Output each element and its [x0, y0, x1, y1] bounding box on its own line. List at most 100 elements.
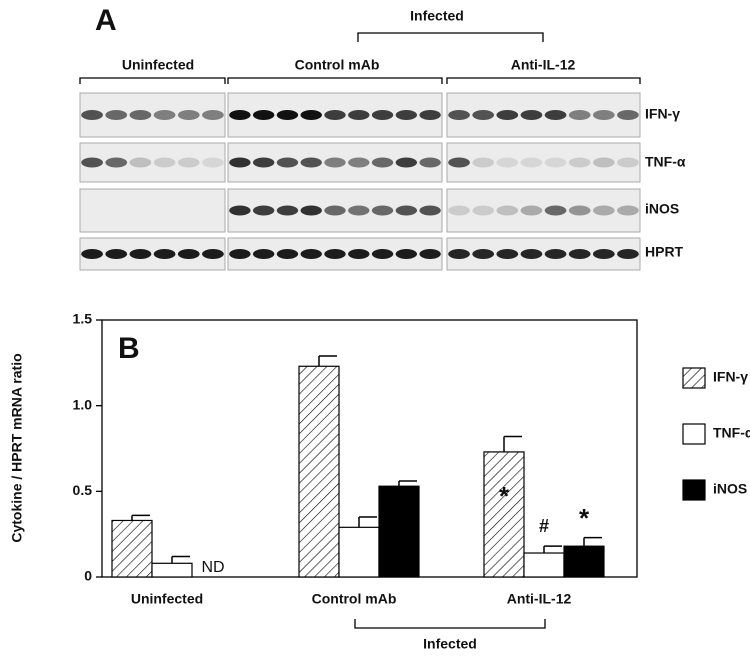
- gel-band: [129, 249, 152, 259]
- gel-band: [229, 249, 251, 259]
- gel-band: [153, 110, 176, 120]
- gel-band: [81, 110, 103, 120]
- gel-panel: [79, 142, 226, 183]
- gel-band: [81, 249, 103, 259]
- gel-band: [105, 249, 128, 259]
- gel-band: [177, 157, 200, 168]
- annotation: *: [579, 503, 590, 533]
- error-bar: [543, 545, 562, 554]
- gel-band: [419, 157, 441, 168]
- gel-band: [371, 157, 394, 168]
- gel-band: [592, 110, 615, 120]
- gel-band: [592, 157, 615, 168]
- gel-band: [324, 249, 346, 259]
- gel-band: [153, 249, 176, 259]
- gel-band: [617, 157, 639, 168]
- gel-band: [544, 205, 567, 216]
- gel-band: [395, 249, 418, 259]
- gel-band: [371, 110, 394, 120]
- gel-band: [348, 157, 370, 168]
- gel-band: [300, 110, 322, 120]
- gel-band: [348, 205, 370, 216]
- error-bar: [318, 355, 337, 367]
- legend-label: IFN-γ: [713, 369, 748, 385]
- gel-band: [371, 249, 394, 259]
- gel-band: [448, 249, 470, 259]
- legend-swatch: [682, 367, 706, 389]
- annotation: #: [539, 516, 549, 536]
- gel-band: [229, 110, 251, 120]
- gel-band: [568, 157, 591, 168]
- gel-band: [129, 157, 152, 168]
- gel-band: [568, 249, 591, 259]
- x-tick-label: Control mAb: [312, 591, 397, 607]
- gel-band: [153, 157, 176, 168]
- gel-band: [348, 110, 370, 120]
- gel-band: [202, 157, 224, 168]
- gel-panel: [79, 237, 226, 271]
- error-bar: [398, 480, 417, 487]
- gel-band: [472, 205, 495, 216]
- gel-band: [129, 110, 152, 120]
- gel-band: [81, 157, 103, 168]
- gel-band: [276, 110, 299, 120]
- gel-band: [496, 157, 519, 168]
- gel-band: [229, 205, 251, 216]
- error-bar: [358, 516, 377, 528]
- panel-label: B: [118, 332, 140, 365]
- gel-band: [177, 110, 200, 120]
- gel-band: [472, 110, 495, 120]
- row-label: HPRT: [645, 244, 684, 260]
- bracket: [354, 619, 546, 629]
- group-label: Control mAb: [295, 57, 380, 73]
- legend-swatch: [682, 479, 706, 501]
- group-title: Infected: [410, 8, 464, 24]
- gel-band: [252, 205, 275, 216]
- gel-band: [496, 205, 519, 216]
- error-bar: [503, 435, 522, 452]
- y-tick-label: 0.5: [73, 482, 93, 498]
- gel-band: [448, 157, 470, 168]
- row-label: TNF-α: [645, 154, 686, 170]
- bar: [338, 526, 380, 578]
- gel-band: [520, 157, 543, 168]
- gel-band: [568, 205, 591, 216]
- gel-band: [395, 157, 418, 168]
- gel-band: [472, 249, 495, 259]
- gel-band: [472, 157, 495, 168]
- error-bar: [583, 536, 602, 547]
- gel-band: [252, 249, 275, 259]
- gel-band: [544, 110, 567, 120]
- gel-band: [105, 110, 128, 120]
- gel-band: [276, 205, 299, 216]
- gel-band: [592, 249, 615, 259]
- legend-swatch: [682, 423, 706, 445]
- gel-band: [324, 205, 346, 216]
- gel-band: [348, 249, 370, 259]
- group-label: Uninfected: [122, 57, 194, 73]
- gel-band: [276, 157, 299, 168]
- bar: [111, 519, 153, 578]
- gel-band: [105, 157, 128, 168]
- gel-band: [202, 110, 224, 120]
- annotation: ND: [201, 559, 224, 576]
- gel-band: [419, 205, 441, 216]
- panel-b: B Cytokine / HPRT mRNA ratio Infected 0 0…: [9, 311, 750, 652]
- gel-band: [496, 110, 519, 120]
- gel-band: [252, 157, 275, 168]
- gel-band: [520, 249, 543, 259]
- y-tick-label: 1.5: [73, 311, 93, 327]
- bracket: [357, 32, 544, 42]
- gel-band: [419, 110, 441, 120]
- gel-band: [300, 249, 322, 259]
- gel-band: [448, 205, 470, 216]
- gel-panel: [79, 188, 226, 233]
- gel-panel: [446, 142, 641, 183]
- gel-band: [276, 249, 299, 259]
- gel-band: [520, 110, 543, 120]
- panel-a: A Infected Uninfected Control mAb Anti-I…: [79, 4, 686, 271]
- gel-band: [448, 110, 470, 120]
- y-tick-label: 1.0: [73, 396, 93, 412]
- panel-label: A: [95, 4, 117, 37]
- y-tick-label: 0: [84, 568, 92, 584]
